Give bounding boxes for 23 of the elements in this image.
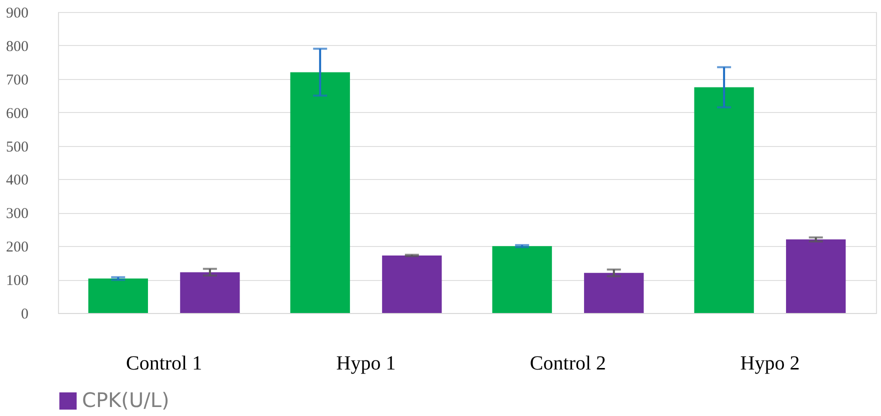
y-tick-label: 900: [6, 6, 28, 22]
y-tick-label: 100: [6, 273, 28, 290]
bar: [492, 246, 552, 313]
bar: [290, 72, 350, 313]
bar: [694, 87, 754, 313]
y-tick-label: 0: [21, 306, 28, 322]
bar: [584, 272, 644, 313]
legend-label: CPK(U/L): [82, 388, 170, 412]
bar: [88, 278, 148, 313]
bar: [382, 255, 442, 313]
x-tick-label: Hypo 2: [740, 352, 800, 374]
y-tick-label: 400: [6, 172, 28, 189]
y-tick-label: 200: [6, 240, 28, 256]
y-tick-label: 800: [6, 38, 28, 55]
x-tick-label: Hypo 1: [336, 352, 396, 374]
bar: [786, 239, 846, 313]
x-tick-label: Control 1: [126, 352, 202, 374]
y-tick-label: 700: [6, 72, 28, 88]
y-tick-label: 500: [6, 139, 28, 156]
bar: [180, 272, 240, 313]
x-tick-label: Control 2: [530, 352, 606, 374]
y-tick-label: 300: [6, 206, 28, 222]
y-tick-label: 600: [6, 106, 28, 122]
